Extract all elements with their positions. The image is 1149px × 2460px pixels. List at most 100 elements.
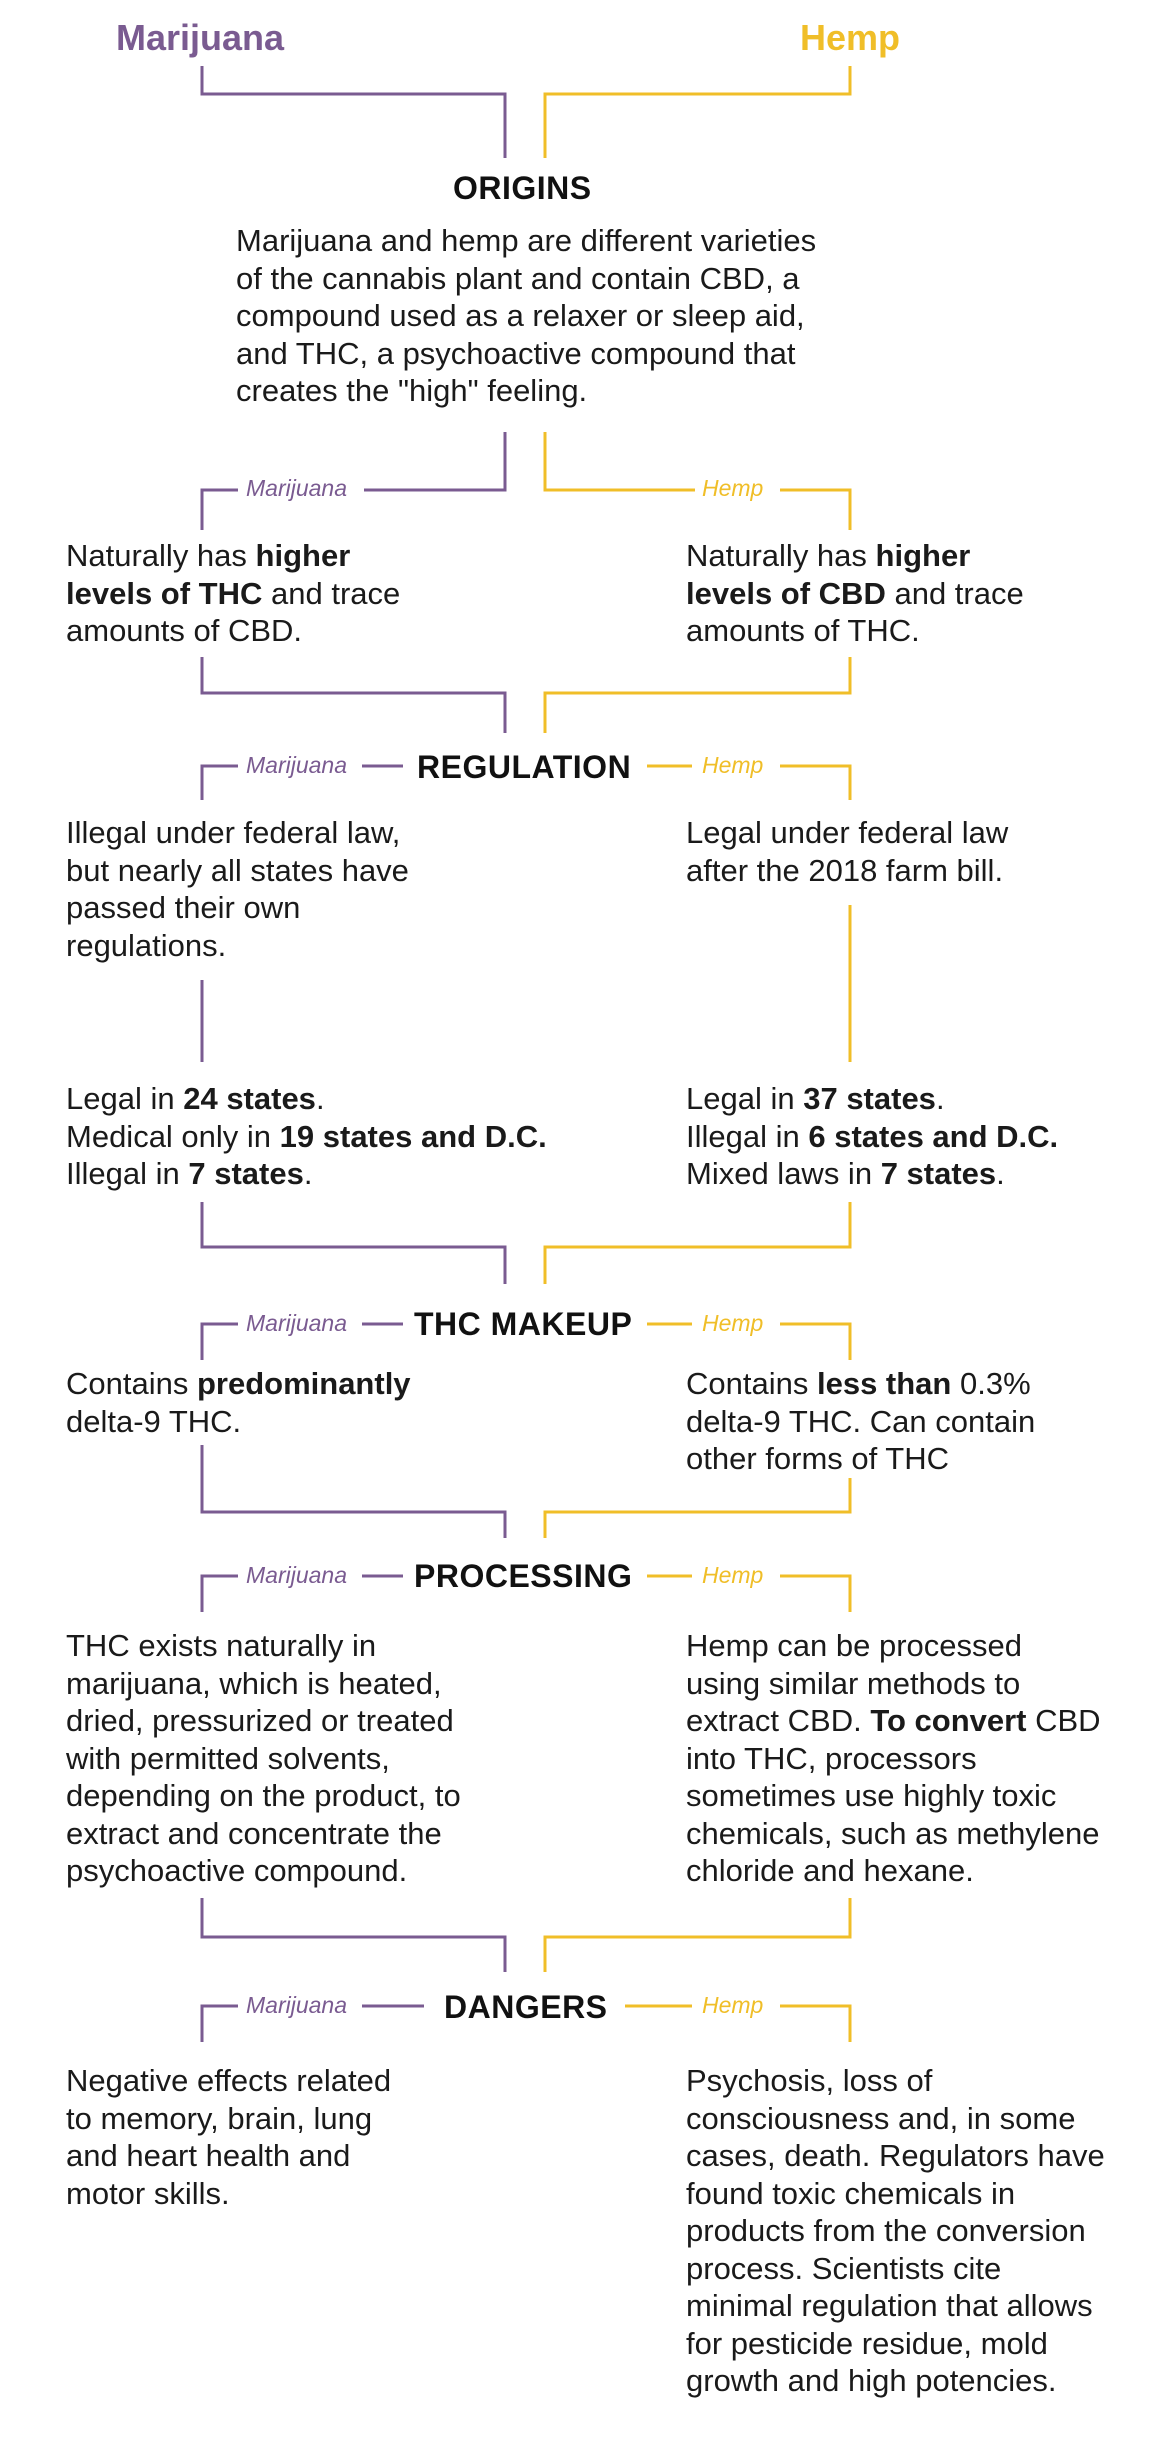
dangers-hemp-line: products from the conversion [686,2213,1086,2248]
dangers-hemp-line: Psychosis, loss of [686,2063,933,2098]
levels-hemp-split-right [780,488,852,530]
regulation-heading: REGULATION [417,749,632,785]
thc-marijuana-line: delta-9 THC. [66,1403,242,1439]
levels-marijuana-line: amounts of CBD. [66,613,303,648]
states-marijuana-line: Illegal in 7 states. [66,1156,313,1191]
processing-hemp-line: Hemp can be processed [686,1628,1023,1663]
dangers-marijuana-text: Negative effects related to memory, brain… [66,2062,391,2212]
thc-marijuana-label: Marijuana [246,1310,347,1336]
origins-heading: ORIGINS [453,170,592,206]
dangers-hemp-line: found toxic chemicals in [686,2175,1016,2211]
regulation-hemp-line: after the 2018 farm bill. [686,852,1004,888]
dangers-marijuana-line: and heart health and [66,2138,351,2173]
origins-line: compound used as a relaxer or sleep aid, [236,298,805,333]
levels-hemp-line: amounts of THC. [686,613,920,648]
thc-marijuana-join [200,1445,507,1538]
levels-marijuana-label: Marijuana [246,475,347,501]
processing-marijuana-join [200,1898,507,1972]
levels-hemp-join [543,657,852,733]
thc-hemp-text: Contains less than 0.3% delta-9 THC. Can … [686,1365,1035,1478]
levels-marijuana-split-right [364,432,507,492]
thc-hemp-join [543,1478,852,1538]
origins-line: creates the "high" feeling. [236,373,588,408]
processing-hemp-line: sometimes use highly toxic [686,1778,1057,1813]
levels-hemp-line: levels of CBD and trace [686,575,1024,611]
processing-marijuana-line: marijuana, which is heated, [66,1665,442,1701]
states-hemp-text: Legal in 37 states. Illegal in 6 states a… [686,1080,1058,1193]
processing-marijuana-line: extract and concentrate the [66,1815,442,1851]
regulation-marijuana-line: passed their own [66,890,301,925]
states-hemp-line: Mixed laws in 7 states. [686,1156,1005,1191]
states-hemp-line: Legal in 37 states. [686,1081,945,1116]
dangers-hemp-label: Hemp [702,1992,764,2018]
processing-hemp-join [543,1898,852,1972]
states-marijuana-line: Legal in 24 states. [66,1081,325,1116]
processing-marijuana-hook [200,1574,238,1612]
thc-hemp-line: other forms of THC [686,1441,950,1476]
processing-marijuana-line: with permitted solvents, [66,1740,390,1776]
regulation-marijuana-line: but nearly all states have [66,852,409,888]
processing-marijuana-line: psychoactive compound. [66,1853,408,1888]
levels-marijuana-text: Naturally has higher levels of THC and tr… [66,537,400,650]
marijuana-top-connector [200,66,507,158]
states-hemp-join [543,1202,852,1284]
levels-hemp-split-left [543,432,695,492]
thc-hemp-line: delta-9 THC. Can contain [686,1403,1036,1439]
regulation-marijuana-label: Marijuana [246,752,347,778]
marijuana-title: Marijuana [116,17,285,58]
origins-text: Marijuana and hemp are different varieti… [236,222,816,410]
regulation-hemp-text: Legal under federal law after the 2018 fa… [686,814,1008,889]
thc-marijuana-line: Contains predominantly [66,1366,411,1401]
levels-hemp-label: Hemp [702,475,764,501]
dangers-hemp-line: cases, death. Regulators have [686,2138,1105,2173]
thc-marijuana-hook [200,1322,238,1360]
thc-makeup-heading: THC MAKEUP [414,1306,633,1342]
regulation-marijuana-line: regulations. [66,927,227,963]
hemp-top-connector [543,66,852,158]
regulation-marijuana-text: Illegal under federal law, but nearly all… [66,814,409,964]
processing-hemp-line: into THC, processors [686,1740,977,1776]
dangers-marijuana-line: motor skills. [66,2175,230,2211]
dangers-hemp-line: consciousness and, in some [686,2100,1076,2136]
levels-marijuana-line: levels of THC and trace [66,575,401,611]
origins-line: of the cannabis plant and contain CBD, a [236,260,800,296]
regulation-hemp-line: Legal under federal law [686,815,1009,850]
hemp-title: Hemp [800,17,901,58]
thc-marijuana-text: Contains predominantly delta-9 THC. [66,1365,411,1440]
processing-hemp-text: Hemp can be processed using similar metho… [686,1627,1101,1890]
regulation-hemp-hook [780,764,852,800]
processing-hemp-line: using similar methods to [686,1665,1021,1701]
processing-marijuana-label: Marijuana [246,1562,347,1588]
processing-hemp-hook [780,1574,852,1612]
levels-marijuana-join [200,657,507,733]
processing-hemp-line: extract CBD. To convert CBD [686,1703,1101,1738]
dangers-hemp-line: for pesticide residue, mold [686,2325,1048,2361]
regulation-hemp-label: Hemp [702,752,764,778]
processing-marijuana-line: depending on the product, to [66,1778,461,1813]
dangers-marijuana-line: Negative effects related [66,2063,392,2098]
dangers-heading: DANGERS [444,1989,608,2025]
processing-hemp-line: chemicals, such as methylene [686,1815,1100,1851]
dangers-marijuana-label: Marijuana [246,1992,347,2018]
processing-marijuana-line: dried, pressurized or treated [66,1703,454,1738]
origins-line: Marijuana and hemp are different varieti… [236,223,817,258]
processing-hemp-label: Hemp [702,1562,764,1588]
states-marijuana-text: Legal in 24 states. Medical only in 19 st… [66,1080,547,1193]
dangers-marijuana-hook [200,2004,238,2042]
states-marijuana-line: Medical only in 19 states and D.C. [66,1118,547,1154]
dangers-hemp-line: minimal regulation that allows [686,2288,1093,2323]
thc-hemp-line: Contains less than 0.3% [686,1366,1031,1401]
origins-line: and THC, a psychoactive compound that [236,335,796,371]
thc-hemp-hook [780,1322,852,1360]
regulation-marijuana-line: Illegal under federal law, [66,815,401,850]
levels-marijuana-line: Naturally has higher [66,538,351,573]
dangers-hemp-line: growth and high potencies. [686,2363,1057,2398]
states-hemp-line: Illegal in 6 states and D.C. [686,1118,1059,1154]
dangers-marijuana-line: to memory, brain, lung [66,2100,373,2136]
levels-marijuana-split-left [200,488,238,530]
levels-hemp-text: Naturally has higher levels of CBD and tr… [686,537,1024,650]
processing-hemp-line: chloride and hexane. [686,1853,974,1888]
regulation-marijuana-hook [200,764,238,800]
dangers-hemp-line: process. Scientists cite [686,2250,1002,2286]
